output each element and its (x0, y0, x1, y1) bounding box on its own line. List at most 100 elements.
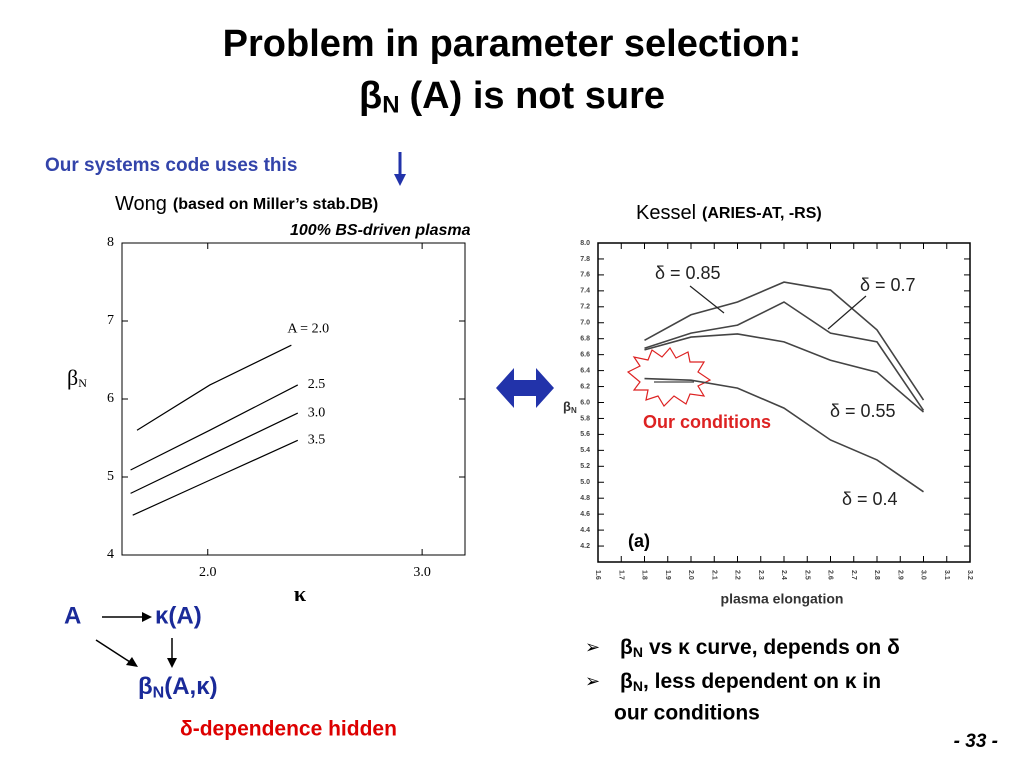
label-pointer (827, 295, 867, 330)
text: , less dependent on κ in (643, 670, 881, 693)
x-tick-label: 2.6 (827, 570, 834, 580)
symbol: β (67, 365, 78, 390)
x-tick-label: 2.7 (850, 570, 857, 580)
page-number: - 33 - (954, 731, 998, 752)
subscript: N (153, 685, 165, 702)
subscript: N (382, 92, 399, 119)
x-tick-label: 3.0 (413, 565, 431, 580)
chart-title: Wong (based on Miller’s stab.DB) (115, 193, 378, 215)
label-pointer (689, 285, 725, 314)
series-label: 3.5 (308, 433, 326, 448)
text: (A,κ) (164, 673, 217, 700)
series-label: δ = 0.85 (655, 263, 721, 283)
y-tick-label: 5.0 (580, 479, 590, 486)
diagram-a: A (64, 602, 81, 629)
subtitle: (ARIES-AT, -RS) (702, 205, 822, 222)
double-arrow (496, 368, 554, 408)
subscript: N (633, 644, 643, 660)
symbol: β (563, 399, 571, 414)
x-tick-label: 3.0 (920, 570, 927, 580)
diagram-hidden: δ-dependence hidden (180, 718, 397, 741)
chart: Wong (based on Miller’s stab.DB) 100% BS-d… (67, 193, 471, 606)
y-tick-label: 4.4 (580, 527, 590, 534)
subscript: N (633, 678, 643, 694)
x-tick-label: 2.5 (803, 570, 810, 580)
y-tick-label: 8.0 (580, 240, 590, 247)
subtitle: (based on Miller’s stab.DB) (173, 196, 378, 213)
diagram-kappa: κ(A) (155, 602, 202, 629)
title: Wong (115, 193, 167, 215)
bullet-text: βN, less dependent on κ in (620, 670, 881, 694)
y-tick-label: 7.6 (580, 272, 590, 279)
arrow (95, 639, 131, 663)
y-tick-label: 5.8 (580, 415, 590, 422)
y-tick-label: 6.2 (580, 383, 590, 390)
y-tick-label: 5 (107, 469, 114, 484)
subscript: N (78, 376, 87, 390)
x-tick-label: 2.0 (687, 570, 694, 580)
series-label: δ = 0.4 (842, 489, 898, 509)
text: (A) is not sure (410, 75, 665, 117)
y-tick-label: 7.2 (580, 304, 590, 311)
y-tick-label: 5.4 (580, 447, 590, 454)
x-tick-label: 2.8 (873, 570, 880, 580)
symbol: β (138, 673, 153, 700)
series-line (130, 384, 299, 471)
symbol: β (620, 670, 633, 693)
y-tick-label: 5.2 (580, 463, 590, 470)
y-tick-label: 7 (107, 313, 114, 328)
y-axis-label: βN (563, 399, 577, 414)
x-tick-label: 3.1 (943, 570, 950, 580)
x-tick-label: 1.9 (664, 570, 671, 580)
symbol: β (620, 636, 633, 659)
annotation: (a) (628, 531, 650, 551)
y-tick-label: 4.2 (580, 543, 590, 550)
title: Kessel (636, 202, 696, 224)
diagram-beta: βN(A,κ) (138, 673, 218, 701)
series-line (136, 344, 292, 431)
x-tick-label: 2.4 (780, 570, 787, 580)
series-line (132, 439, 299, 516)
x-tick-label: 2.1 (710, 570, 717, 580)
series-line (644, 377, 924, 493)
chart-title: Kessel (ARIES-AT, -RS) (636, 202, 822, 224)
annotation: 100% BS-driven plasma (290, 222, 471, 239)
bullet-mark: ➢ (585, 637, 600, 657)
series-line (644, 333, 925, 413)
x-tick-label: 1.8 (641, 570, 648, 580)
y-tick-label: 7.8 (580, 256, 590, 263)
y-tick-label: 4.6 (580, 511, 590, 518)
y-tick-label: 4.8 (580, 495, 590, 502)
y-axis-label: βN (67, 365, 87, 390)
symbol: β (359, 75, 382, 117)
note-arrowhead (394, 174, 406, 186)
marker-label: Our conditions (643, 412, 771, 432)
chart: Kessel (ARIES-AT, -RS) (a) plasma elongatio… (563, 202, 973, 606)
bullet-mark: ➢ (585, 671, 600, 691)
series-label: 3.0 (308, 405, 326, 420)
x-tick-label: 2.0 (199, 565, 217, 580)
series-line (644, 301, 925, 411)
y-tick-label: 6.4 (580, 367, 590, 374)
x-axis-label: plasma elongation (721, 591, 844, 607)
title-line1: Problem in parameter selection: (223, 23, 802, 65)
series-line (644, 281, 925, 401)
y-tick-label: 8 (107, 235, 114, 250)
arrowhead (126, 657, 138, 667)
x-tick-label: 2.2 (734, 570, 741, 580)
bullet-text: our conditions (614, 702, 760, 725)
y-tick-label: 6 (107, 391, 114, 406)
series-label: 2.5 (308, 377, 326, 392)
series-line (130, 412, 299, 494)
series-label: δ = 0.7 (860, 275, 916, 295)
series-label: δ = 0.55 (830, 401, 896, 421)
y-tick-label: 7.0 (580, 320, 590, 327)
x-tick-label: 3.2 (966, 570, 973, 580)
x-tick-label: 1.6 (594, 570, 601, 580)
x-tick-label: 1.7 (617, 570, 624, 580)
x-tick-label: 2.3 (757, 570, 764, 580)
y-tick-label: 5.6 (580, 431, 590, 438)
y-tick-label: 4 (107, 547, 114, 562)
